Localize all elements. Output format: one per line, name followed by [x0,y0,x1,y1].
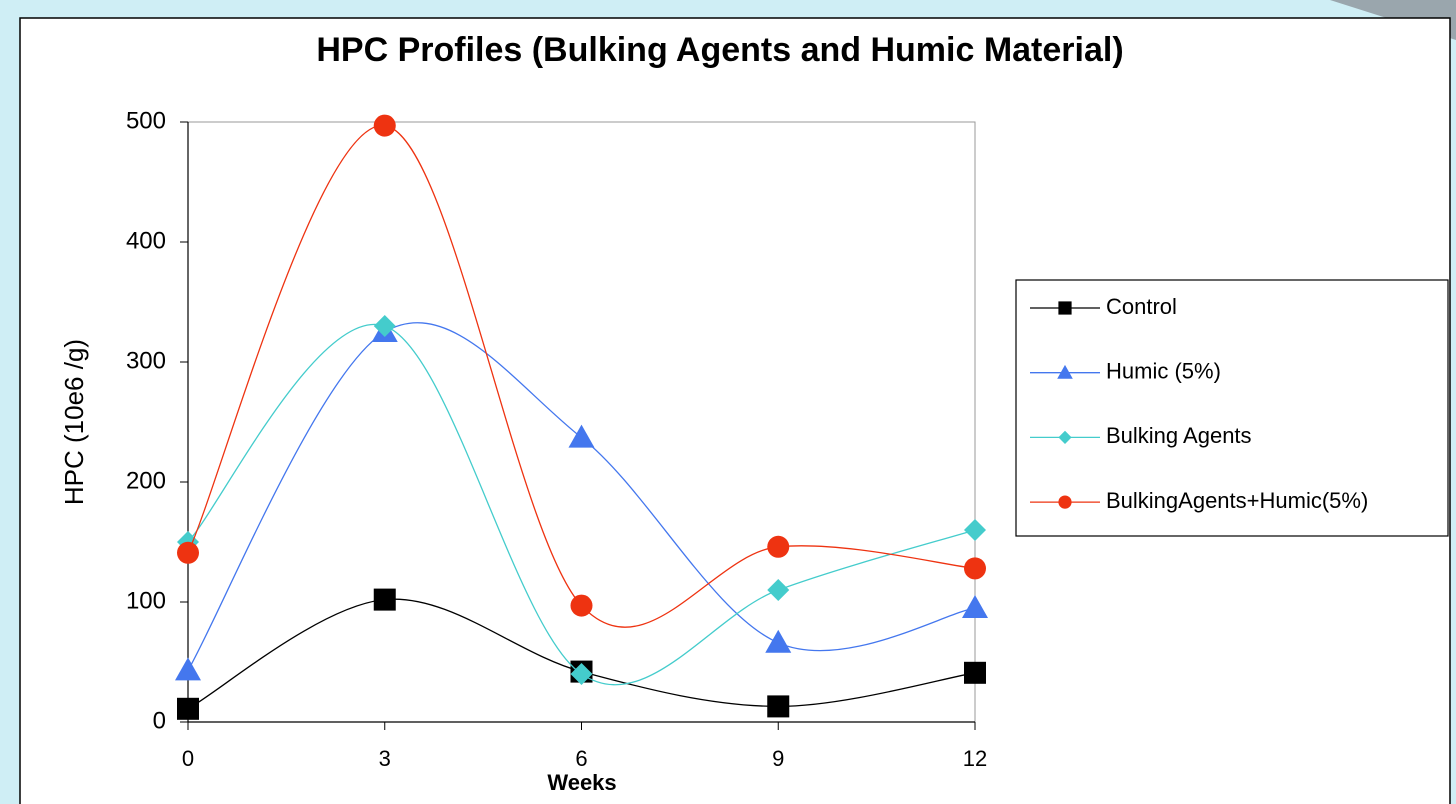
x-axis-label: Weeks [547,770,616,795]
y-tick-label: 200 [126,467,166,494]
legend-marker [1057,364,1073,379]
x-tick-label: 6 [575,746,587,771]
legend-label: BulkingAgents+Humic(5%) [1106,488,1368,513]
legend-label: Control [1106,294,1177,319]
series-line [187,323,976,686]
marker [962,595,988,618]
marker [568,424,595,448]
legend-label: Bulking Agents [1106,423,1252,448]
marker [373,315,396,337]
marker [964,519,986,541]
legend [1015,279,1449,537]
legend-label: Humic (5%) [1106,359,1221,384]
x-tick-label: 9 [772,746,784,771]
marker [177,697,199,720]
y-tick-label: 400 [126,227,166,254]
marker [373,114,396,137]
marker [767,535,790,558]
marker [373,588,396,611]
x-tick-label: 3 [379,746,391,771]
marker [964,557,986,580]
marker [767,579,790,601]
marker [964,661,986,684]
series-line [187,124,976,628]
marker [570,663,593,685]
marker [767,695,790,718]
y-tick-label: 500 [126,107,166,134]
chart-title: HPC Profiles (Bulking Agents and Humic M… [316,31,1123,69]
series-line [187,322,976,671]
marker [177,541,199,564]
legend-marker [1058,301,1072,315]
y-axis-label: HPC (10e6 /g) [59,339,89,505]
marker [175,657,201,681]
legend-marker [1058,495,1072,509]
y-tick-label: 0 [153,707,166,734]
x-tick-label: 12 [963,746,987,771]
marker [570,594,593,617]
y-tick-label: 100 [126,587,166,614]
y-tick-label: 300 [126,347,166,374]
marker [765,629,792,653]
x-tick-label: 0 [182,746,194,771]
